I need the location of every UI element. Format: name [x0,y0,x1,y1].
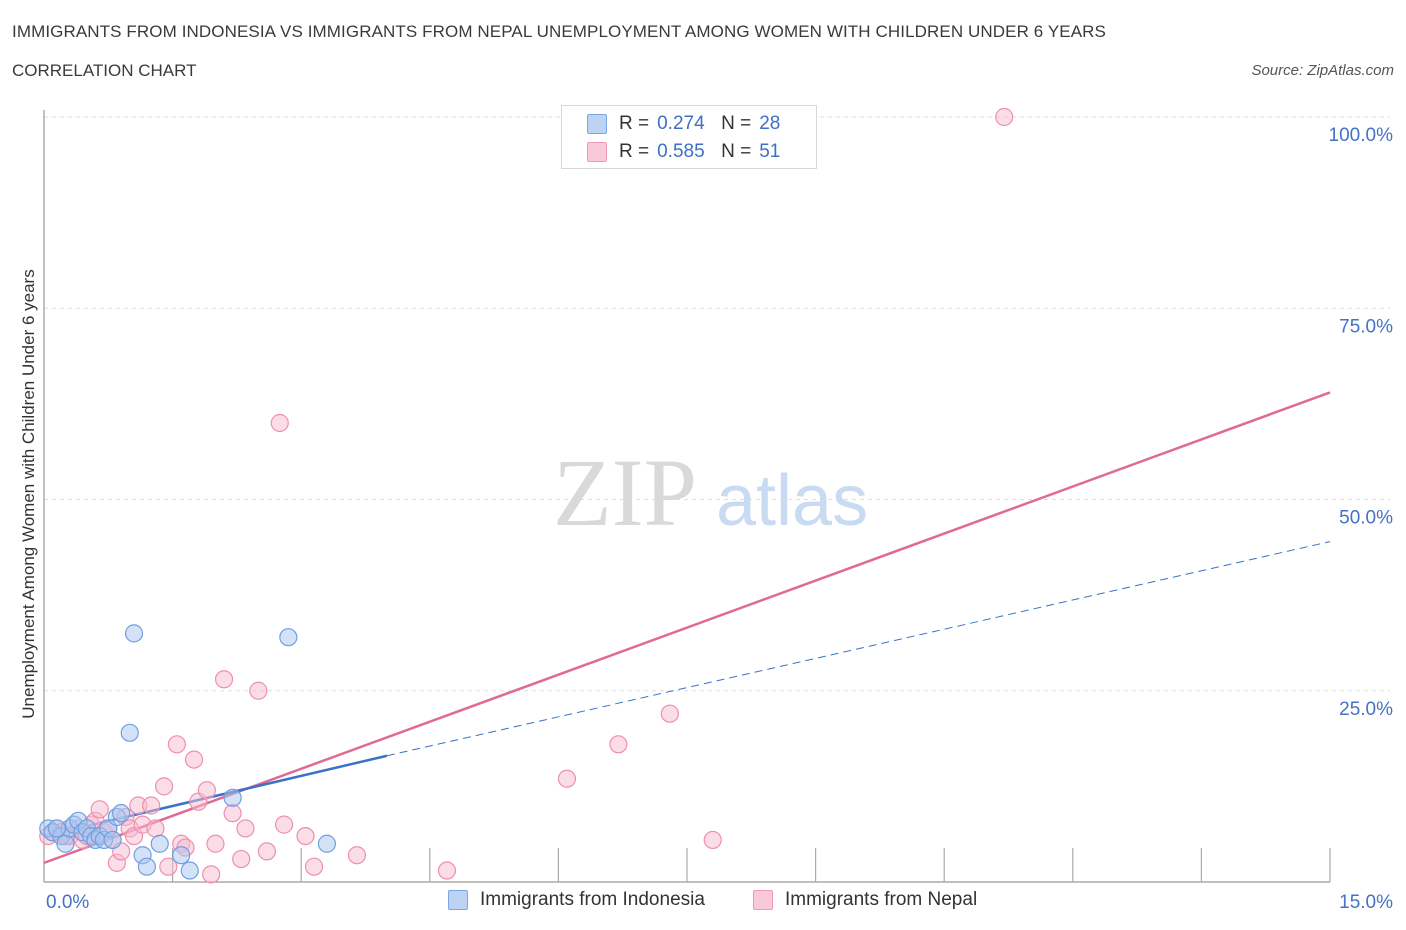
nepal-point[interactable] [437,861,457,880]
n-label: N = [721,141,752,162]
grid-lines [44,116,1390,692]
indonesia-point[interactable] [120,723,139,742]
indonesia-point[interactable] [172,846,191,865]
indonesia-swatch [587,114,607,134]
nepal-swatch [587,142,607,162]
nepal-point[interactable] [270,413,289,433]
nepal-point[interactable] [159,857,178,876]
tick-labels: 25.0% 50.0% 75.0% 100.0% 0.0% 15.0% [46,125,1393,913]
y-tick-label: 75.0% [1339,316,1393,337]
legend-row-indonesia: R = 0.274 N = 28 [587,111,780,137]
indonesia-point[interactable] [180,861,199,880]
indonesia-trend-extension [386,541,1331,757]
indonesia-point[interactable] [223,788,242,807]
indonesia-point[interactable] [112,804,131,823]
nepal-point[interactable] [202,865,221,884]
watermark-zip: ZIP [553,439,697,546]
nepal-point[interactable] [197,781,216,800]
r-value-indonesia: 0.274 [657,113,705,134]
chart-subtitle: CORRELATION CHART [12,61,197,80]
nepal-point[interactable] [703,830,722,850]
source-credit: Source: ZipAtlas.com [1251,62,1394,79]
r-value-nepal: 0.585 [657,141,705,162]
nepal-point[interactable] [146,819,165,838]
nepal-point[interactable] [142,796,161,815]
indonesia-point[interactable] [137,857,156,876]
nepal-point[interactable] [304,857,324,876]
nepal-point[interactable] [90,800,109,819]
nepal-point[interactable] [214,670,234,689]
legend-item-nepal[interactable]: Immigrants from Nepal [753,889,977,911]
nepal-point[interactable] [557,769,577,788]
nepal-point[interactable] [249,681,268,700]
legend-label-indonesia: Immigrants from Indonesia [480,889,705,910]
nepal-point[interactable] [184,750,204,769]
axes [43,110,1331,883]
legend-item-indonesia[interactable]: Immigrants from Indonesia [448,889,705,911]
y-tick-label: 50.0% [1339,508,1393,529]
nepal-trend-line [43,391,1331,865]
chart-title: IMMIGRANTS FROM INDONESIA VS IMMIGRANTS … [12,22,1106,41]
legend-row-nepal: R = 0.585 N = 51 [587,139,780,165]
nepal-point[interactable] [232,849,251,869]
nepal-point[interactable] [236,819,255,838]
nepal-point[interactable] [995,107,1014,127]
indonesia-point[interactable] [56,834,75,853]
n-label: N = [721,113,752,134]
n-value-indonesia: 28 [759,113,781,134]
nepal-point[interactable] [347,846,367,865]
nepal-point[interactable] [296,826,315,846]
legend-label-nepal: Immigrants from Nepal [785,889,978,910]
indonesia-point[interactable] [279,628,298,647]
n-value-nepal: 51 [759,141,781,162]
nepal-point[interactable] [154,777,174,796]
r-label: R = [619,113,650,134]
indonesia-point[interactable] [103,830,122,850]
indonesia-legend-swatch [448,890,468,910]
nepal-point[interactable] [274,815,294,834]
r-label: R = [619,141,650,162]
indonesia-point[interactable] [150,834,169,853]
indonesia-point[interactable] [124,624,144,643]
nepal-point[interactable] [223,804,242,823]
stats-legend: R = 0.274 N = 28 R = 0.585 N = 51 [561,105,817,169]
nepal-point[interactable] [167,735,186,754]
x-tick-label-min: 0.0% [46,892,89,913]
watermark-atlas: atlas [716,461,868,541]
nepal-point[interactable] [206,834,225,853]
y-tick-label: 25.0% [1339,699,1393,720]
nepal-point[interactable] [609,735,628,754]
indonesia-point[interactable] [317,834,337,853]
indonesia-point[interactable] [47,819,66,838]
nepal-legend-swatch [753,890,773,910]
y-tick-label: 100.0% [1329,125,1394,146]
watermark: ZIP atlas [553,439,868,546]
data-points [39,107,1014,884]
nepal-point[interactable] [257,842,277,861]
x-tick-label-max: 15.0% [1339,892,1393,913]
nepal-point[interactable] [660,704,679,723]
